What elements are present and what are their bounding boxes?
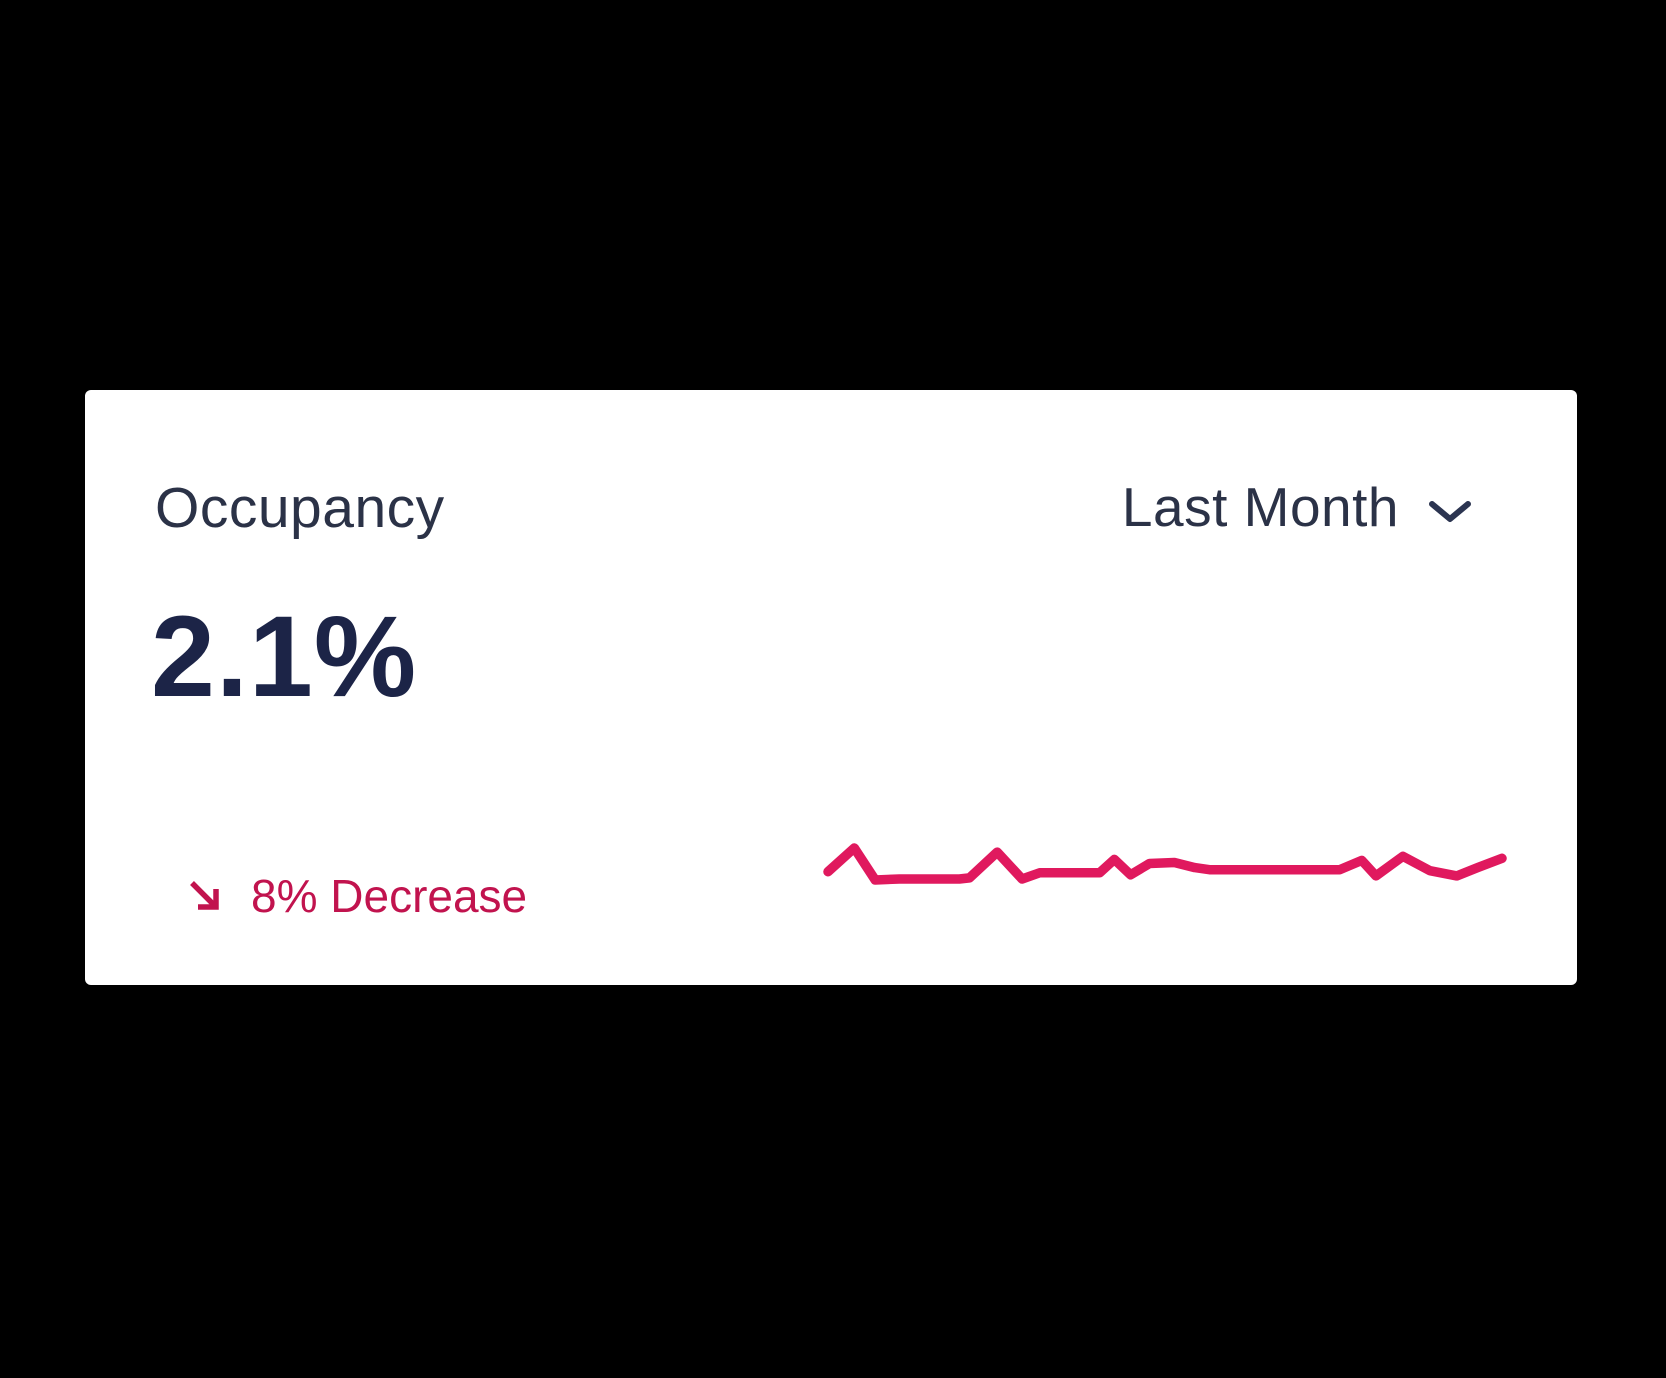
- change-label: 8% Decrease: [251, 870, 528, 922]
- card-title: Occupancy: [155, 476, 445, 540]
- change-indicator: 8% Decrease: [185, 870, 527, 923]
- period-selector-dropdown[interactable]: Last Month: [1122, 480, 1473, 535]
- period-selector-label: Last Month: [1121, 476, 1399, 538]
- sparkline-chart: [823, 843, 1507, 885]
- occupancy-kpi-card: Occupancy Last Month 2.1% 8% Decrease: [85, 390, 1577, 985]
- arrow-down-right-icon: [190, 881, 219, 911]
- chevron-down-icon: [1429, 500, 1471, 522]
- metric-value: 2.1%: [151, 593, 418, 721]
